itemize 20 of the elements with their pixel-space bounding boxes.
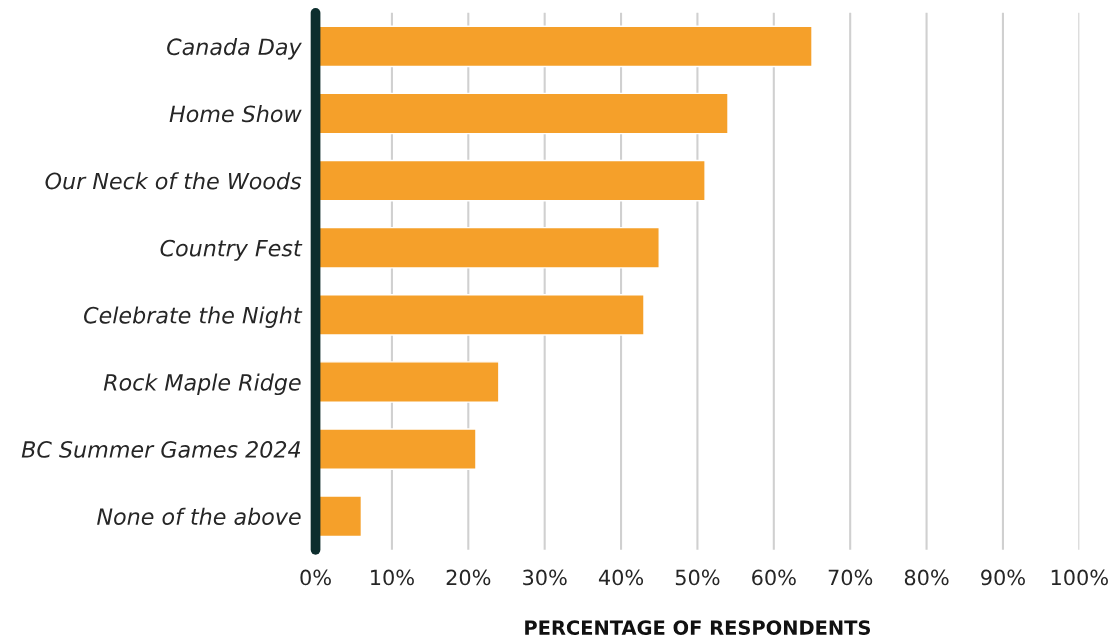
y-tick-label: Country Fest — [160, 239, 303, 261]
x-tick-label: 100% — [1051, 569, 1108, 586]
y-tick-label: Canada Day — [167, 37, 302, 60]
x-tick-label: 40% — [598, 569, 644, 586]
x-tick-label: 50% — [675, 569, 720, 586]
y-tick-label: Celebrate the Night — [84, 306, 303, 328]
x-tick-label: 30% — [523, 569, 567, 586]
x-axis-title: PERCENTAGE OF RESPONDENTS — [525, 620, 871, 635]
x-tick-label: 90% — [981, 569, 1025, 586]
x-tick-label: 70% — [828, 569, 873, 586]
x-tick-label: 60% — [752, 569, 796, 586]
y-tick-label: Our Neck of the Woods — [45, 172, 302, 190]
y-tick-label: BC Summer Games 2024 — [21, 441, 301, 458]
y-tick-label: None of the above — [97, 507, 301, 525]
x-tick-label: 20% — [446, 569, 491, 586]
y-tick-label: Rock Maple Ridge — [103, 373, 301, 396]
y-tick-label: Home Show — [169, 105, 302, 123]
x-tick-label: 10% — [371, 569, 414, 586]
x-tick-label: 0% — [300, 569, 331, 586]
x-tick-label: 80% — [904, 569, 949, 586]
